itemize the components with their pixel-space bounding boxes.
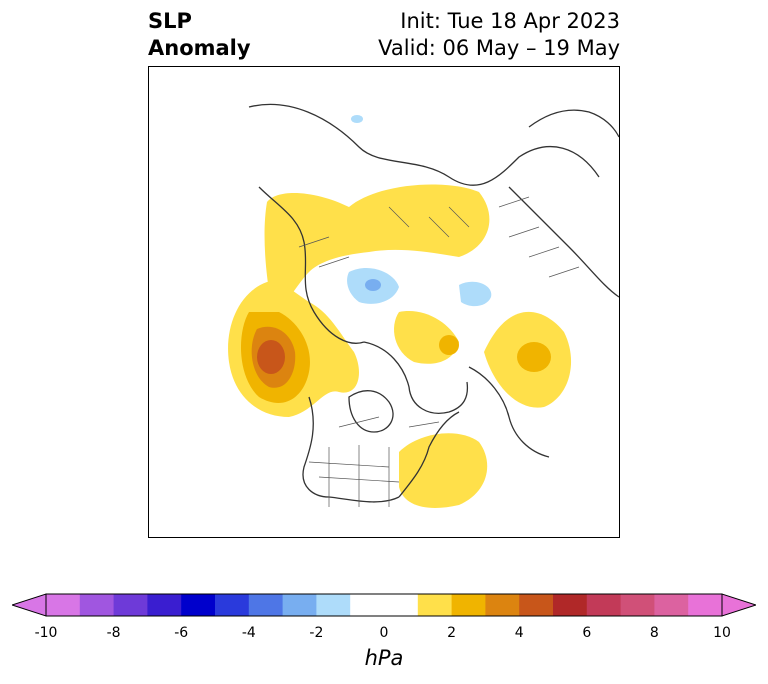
anomaly-negative-europe [351, 115, 363, 123]
colorbar-segment [316, 594, 351, 616]
colorbar-segment [248, 594, 284, 616]
colorbar-tick-label: 4 [514, 625, 524, 641]
anomaly-negative-arctic-core [365, 279, 381, 291]
colorbar-tick-label: 6 [582, 625, 592, 641]
anomaly-east-core [517, 342, 551, 372]
colorbar-segment [451, 594, 486, 616]
map-title: SLP Anomaly [148, 8, 251, 62]
anomaly-negative-siberia [459, 281, 492, 307]
colorbar-segment [384, 594, 419, 616]
colorbar-segment [519, 594, 554, 616]
colorbar-segment [620, 594, 655, 616]
colorbar-segment [586, 594, 622, 616]
valid-range: Valid: 06 May – 19 May [378, 36, 620, 60]
colorbar-segment [350, 594, 385, 616]
map-canvas [228, 103, 619, 508]
anomaly-canada-core [439, 335, 459, 355]
colorbar-segment [553, 594, 588, 616]
init-date: Init: Tue 18 Apr 2023 [400, 9, 620, 33]
coastlines [248, 103, 619, 503]
colorbar-segment [147, 594, 182, 616]
anomaly-fields [228, 115, 572, 508]
colorbar-segment [485, 594, 520, 616]
colorbar-outline [45, 593, 723, 617]
boundaries [298, 196, 580, 507]
colorbar-segments [12, 593, 756, 617]
colorbar-tick-label: -2 [309, 625, 324, 641]
colorbar-tick-label: -6 [174, 625, 189, 641]
colorbar-segment [282, 594, 317, 616]
colorbar-tick-label: -8 [106, 625, 121, 641]
colorbar-extend-low [12, 593, 47, 617]
colorbar-segment [215, 594, 250, 616]
title-line-1: SLP [148, 9, 192, 33]
map-subtitle: Init: Tue 18 Apr 2023 Valid: 06 May – 19… [378, 8, 620, 62]
anomaly-positive-atlantic [399, 433, 488, 508]
slp-anomaly-map [148, 66, 620, 538]
colorbar [12, 593, 756, 617]
colorbar-tick-label: 8 [649, 625, 659, 641]
anomaly-positive-north [264, 184, 490, 317]
anomaly-pacific-4 [257, 340, 285, 374]
colorbar-segment [654, 594, 689, 616]
title-line-2: Anomaly [148, 36, 251, 60]
colorbar-segment [417, 594, 453, 616]
colorbar-tick-label: 0 [379, 625, 389, 641]
colorbar-segment [79, 594, 115, 616]
colorbar-extend-high [721, 593, 756, 617]
colorbar-segment [688, 594, 723, 616]
colorbar-unit-label: hPa [364, 646, 404, 670]
colorbar-tick-label: 10 [713, 625, 731, 641]
colorbar-segment [46, 594, 81, 616]
colorbar-segment [113, 594, 148, 616]
colorbar-tick-label: 2 [447, 625, 457, 641]
colorbar-segment [181, 594, 216, 616]
colorbar-tick-label: -4 [241, 625, 256, 641]
colorbar-tick-label: -10 [34, 625, 58, 641]
